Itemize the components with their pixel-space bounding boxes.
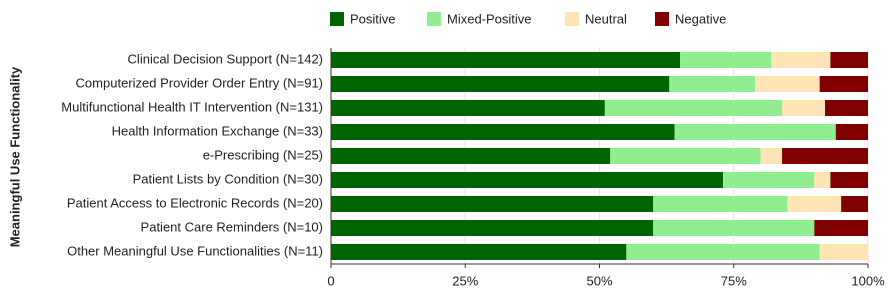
bar-segment [782, 148, 868, 164]
x-tick-label: 25% [452, 273, 478, 288]
legend-swatch [655, 12, 669, 26]
y-axis-title: Meaningful Use Functionality [7, 66, 22, 247]
bar-segment [771, 52, 831, 68]
bar-segment [674, 124, 836, 140]
legend-swatch [565, 12, 579, 26]
bar-segment [331, 244, 627, 260]
bar-segment [331, 76, 670, 92]
y-tick-label: Patient Lists by Condition (N=30) [133, 171, 323, 186]
y-tick-label: Patient Care Reminders (N=10) [141, 219, 323, 234]
bar-segment [331, 124, 675, 140]
bar-segment [653, 196, 788, 212]
legend-label: Positive [350, 11, 396, 26]
bar-segment [331, 52, 681, 68]
y-tick-label: Computerized Provider Order Entry (N=91) [76, 75, 323, 90]
legend-label: Mixed-Positive [447, 11, 532, 26]
bar-segment [331, 196, 654, 212]
x-tick-label: 100% [851, 273, 885, 288]
bar-segment [604, 100, 783, 116]
legend-label: Negative [675, 11, 726, 26]
legend-label: Neutral [585, 11, 627, 26]
bar-segment [830, 172, 868, 188]
bar-segment [680, 52, 772, 68]
legend-swatch [330, 12, 344, 26]
bar-segment [825, 100, 868, 116]
bar-segment [819, 244, 868, 260]
y-tick-label: Clinical Decision Support (N=142) [128, 51, 323, 66]
x-tick-label: 0 [327, 273, 334, 288]
bar-segment [830, 52, 868, 68]
bar-segment [787, 196, 842, 212]
y-tick-label: Patient Access to Electronic Records (N=… [67, 195, 323, 210]
bar-segment [331, 220, 654, 236]
bar-segment [782, 100, 826, 116]
bar-segment [723, 172, 815, 188]
y-tick-label: Multifunctional Health IT Intervention (… [61, 99, 323, 114]
bar-segment [814, 172, 831, 188]
y-tick-label: Other Meaningful Use Functionalities (N=… [67, 243, 323, 258]
bar-segment [331, 172, 724, 188]
y-tick-label: e-Prescribing (N=25) [203, 147, 323, 162]
bar-segment [653, 220, 815, 236]
legend-swatch [427, 12, 441, 26]
y-tick-label: Health Information Exchange (N=33) [112, 123, 323, 138]
bar-segment [331, 148, 611, 164]
x-tick-label: 75% [721, 273, 747, 288]
bar-segment [610, 148, 761, 164]
bar-segment [841, 196, 868, 212]
bar-segment [755, 76, 820, 92]
bar-segment [819, 76, 868, 92]
bar-segment [626, 244, 820, 260]
bar-segment [835, 124, 868, 140]
x-tick-label: 50% [586, 273, 612, 288]
bar-segment [760, 148, 783, 164]
bar-segment [331, 100, 605, 116]
bar-segment [814, 220, 868, 236]
bar-segment [669, 76, 756, 92]
